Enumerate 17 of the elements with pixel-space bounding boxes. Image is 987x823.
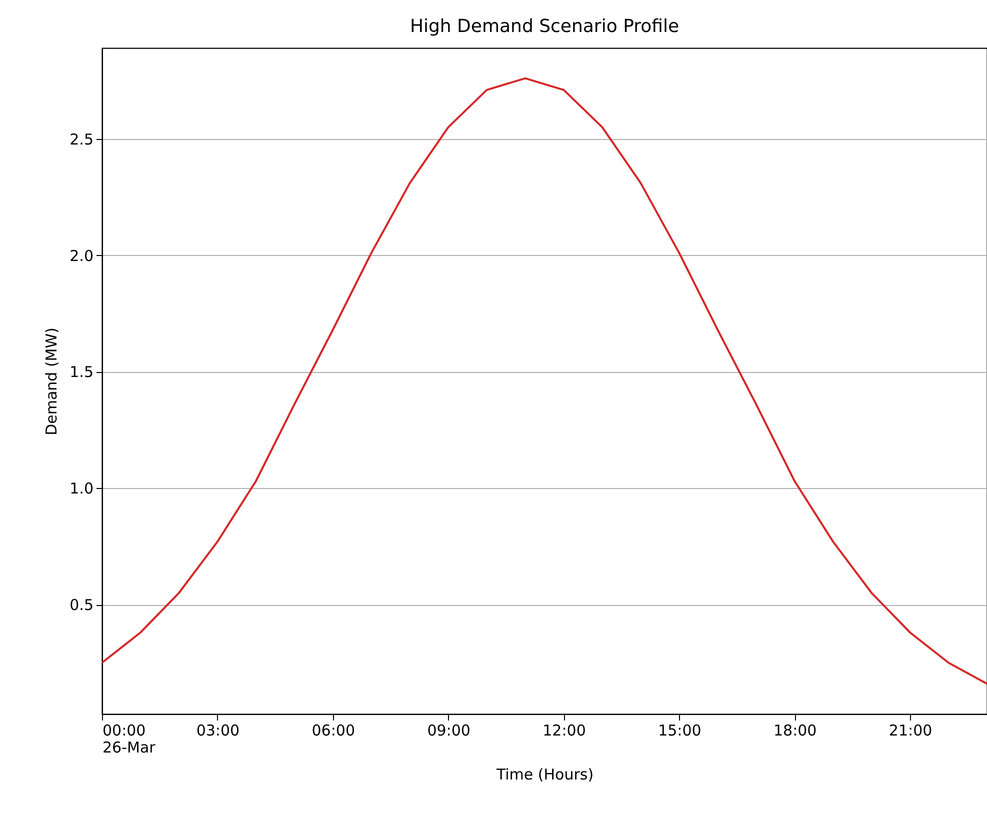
y-tick-label: 2.5	[70, 130, 94, 148]
y-axis-title: Demand (MW)	[42, 328, 61, 436]
x-tick-label: 09:00	[427, 722, 470, 740]
y-tick-label: 1.0	[70, 480, 94, 498]
x-tick-label: 12:00	[542, 722, 586, 740]
x-tick-label: 06:00	[312, 722, 355, 740]
x-tick-label: 03:00	[196, 722, 240, 740]
x-tick-label: 15:00	[658, 722, 702, 740]
line-series	[102, 77, 987, 685]
x-tick-label: 18:00	[773, 722, 817, 740]
x-axis-title: Time (Hours)	[495, 766, 594, 784]
chart-title: High Demand Scenario Profile	[410, 16, 680, 37]
y-tick-label: 2.0	[70, 246, 94, 265]
y-tick-label: 0.5	[70, 596, 94, 614]
x-tick-label: 21:00	[888, 722, 932, 740]
y-tick-label: 1.5	[70, 363, 94, 382]
x-tick-label: 00:00 26-Mar	[102, 722, 156, 756]
